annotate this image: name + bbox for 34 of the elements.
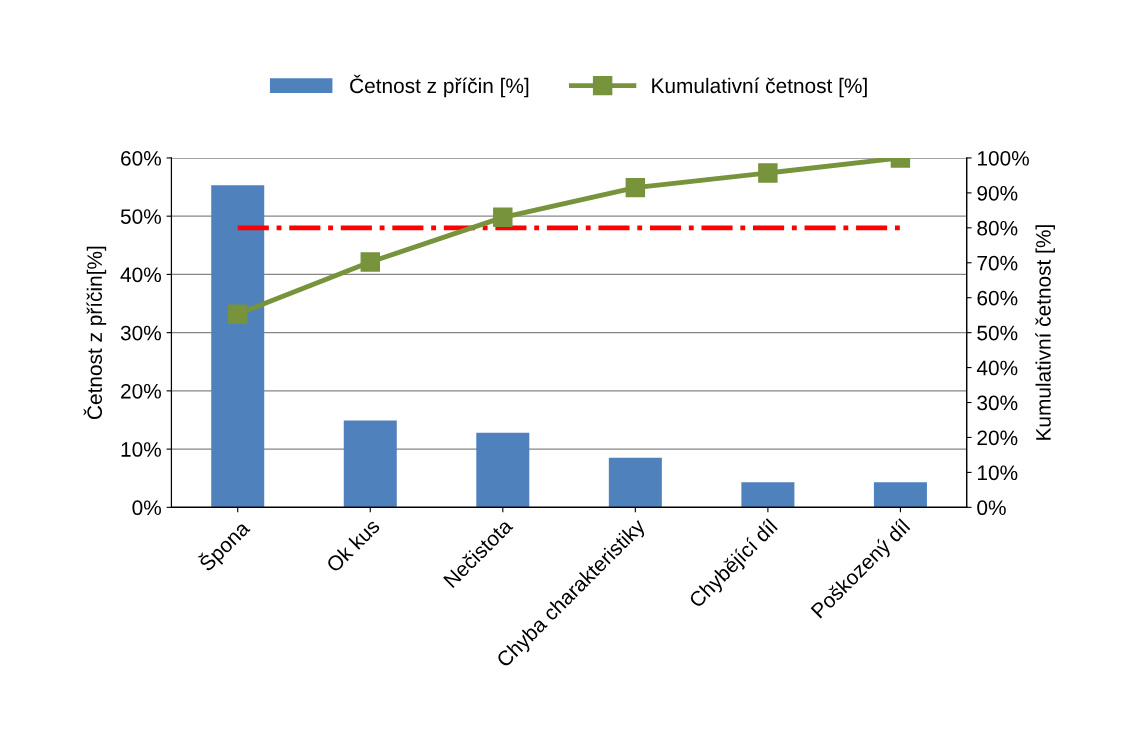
point — [228, 304, 248, 324]
point — [360, 252, 380, 272]
y2-tick-label: 100% — [978, 150, 1029, 166]
bar — [741, 482, 795, 508]
y-tick-label: 10% — [121, 442, 161, 457]
point — [625, 177, 646, 198]
legend-label: Kumulativní četnost [%] — [652, 77, 867, 98]
bar — [476, 432, 530, 508]
legend-label: Četnost z příčin [%] — [350, 74, 529, 98]
y2-tick-label: 70% — [977, 255, 1018, 271]
y2-tick-label: 0% — [977, 500, 1006, 516]
bar — [873, 482, 927, 508]
y-axis-title: Četnost z příčin[%] — [83, 246, 107, 419]
bar — [343, 420, 397, 508]
y-tick-label: 20% — [121, 383, 161, 399]
y-tick-label: 0% — [132, 500, 161, 516]
y2-tick-label: 90% — [977, 185, 1018, 201]
point — [758, 163, 778, 183]
y-tick-label: 50% — [120, 209, 161, 224]
y-tick-label: 30% — [120, 325, 161, 341]
y2-axis-title: Kumulativní četnost [%] — [1035, 225, 1055, 440]
y2-tick-label: 20% — [977, 430, 1018, 446]
y2-tick-label: 30% — [977, 395, 1018, 411]
y2-tick-label: 10% — [978, 465, 1018, 481]
bar — [211, 185, 265, 508]
y2-tick-label: 60% — [977, 290, 1018, 306]
y-tick-label: 60% — [121, 150, 161, 166]
y2-tick-label: 50% — [977, 325, 1018, 341]
bar — [608, 457, 662, 508]
y-tick-label: 40% — [120, 267, 161, 283]
point — [493, 207, 513, 228]
y2-tick-label: 80% — [977, 220, 1018, 236]
x-tick-label: Ok kus — [325, 517, 381, 574]
y2-tick-label: 40% — [976, 360, 1018, 376]
